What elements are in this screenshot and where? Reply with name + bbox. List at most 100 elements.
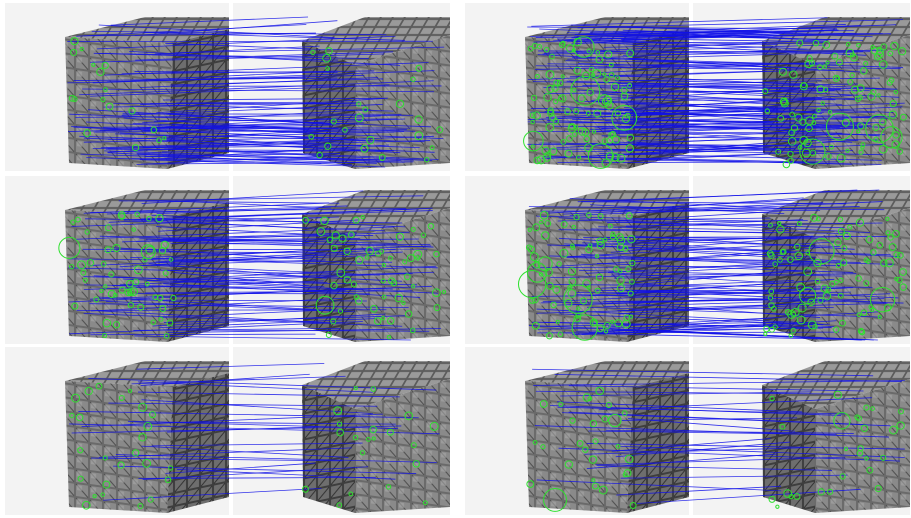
keypoint (860, 145, 865, 150)
keypoint (788, 333, 794, 338)
keypoint (155, 214, 164, 223)
match-line (598, 397, 872, 411)
match-line (131, 195, 424, 202)
keypoint (621, 319, 631, 329)
keypoint (629, 259, 636, 267)
keypoint (360, 214, 365, 220)
keypoint (96, 67, 105, 77)
keypoint (330, 244, 338, 252)
keypoint (825, 60, 830, 65)
match-panel (5, 176, 450, 344)
match-line (162, 97, 384, 101)
keypoint (804, 59, 813, 69)
match-line (173, 272, 310, 287)
keypoint (591, 129, 597, 134)
keypoint (381, 262, 387, 268)
keypoint (608, 71, 615, 78)
match-line (110, 16, 309, 26)
keypoint (887, 234, 894, 241)
cube-front (815, 208, 910, 342)
keypoint (77, 260, 86, 270)
keypoint (569, 417, 576, 424)
keypoint (829, 144, 834, 150)
match-line (176, 148, 439, 160)
keypoint (127, 301, 135, 309)
keypoint (595, 386, 605, 396)
keypoint (863, 404, 870, 411)
keypoint (112, 321, 121, 329)
keypoint (594, 287, 601, 294)
keypoint (162, 136, 167, 141)
match-line (553, 30, 772, 42)
keypoint (869, 307, 875, 313)
keypoint (166, 319, 174, 327)
keypoint (893, 251, 900, 259)
match-line (615, 132, 886, 136)
match-line (131, 375, 346, 385)
keypoint (831, 52, 839, 60)
keypoint (394, 293, 403, 303)
match-line (583, 150, 854, 162)
keypoint (880, 259, 888, 267)
match-line (631, 256, 861, 263)
keypoint (429, 421, 439, 431)
match-line (131, 70, 338, 81)
match-line (158, 265, 437, 281)
match-line (588, 282, 788, 296)
keypoint (336, 268, 346, 278)
keypoint (112, 292, 118, 298)
keypoint (586, 88, 594, 97)
keypoint (315, 295, 335, 315)
keypoint (864, 456, 869, 461)
match-line (137, 391, 400, 398)
match-line (134, 335, 411, 341)
keypoint (564, 108, 571, 115)
keypoint (75, 216, 81, 223)
keypoint (352, 434, 359, 441)
match-line (142, 140, 366, 148)
match-line (617, 83, 900, 98)
keypoint (776, 225, 785, 234)
keypoint (601, 415, 609, 423)
match-line (615, 235, 852, 242)
match-line (67, 267, 331, 275)
match-line (134, 208, 418, 221)
keypoint (527, 45, 534, 52)
match-line (99, 447, 352, 458)
match-line (92, 70, 435, 84)
match-line (90, 84, 390, 97)
keypoint (84, 229, 90, 235)
keypoint (378, 154, 386, 161)
keypoint (75, 413, 84, 422)
match-line (99, 115, 381, 131)
match-line (118, 200, 340, 204)
keypoint (104, 246, 112, 254)
keypoint (780, 248, 787, 255)
keypoint (856, 129, 861, 134)
keypoint (832, 326, 840, 333)
keypoint (552, 285, 561, 294)
match-line (144, 31, 405, 41)
keypoint (887, 50, 894, 57)
keypoint (404, 310, 413, 318)
keypoint (595, 55, 604, 64)
keypoint (545, 122, 555, 132)
match-line (611, 62, 860, 66)
keypoint (820, 284, 829, 293)
match-line (121, 103, 384, 116)
keypoint (432, 288, 441, 298)
keypoint (582, 71, 591, 80)
keypoint (71, 302, 79, 310)
keypoint (102, 455, 108, 461)
keypoint (433, 304, 441, 312)
keypoint (539, 219, 544, 225)
keypoint (86, 258, 95, 267)
keypoint (573, 37, 582, 47)
keypoint (71, 393, 81, 403)
keypoint (851, 85, 859, 94)
keypoint (530, 94, 538, 101)
keypoint (544, 268, 553, 277)
keypoint (763, 331, 768, 337)
match-line (135, 51, 394, 61)
match-line (141, 399, 373, 415)
